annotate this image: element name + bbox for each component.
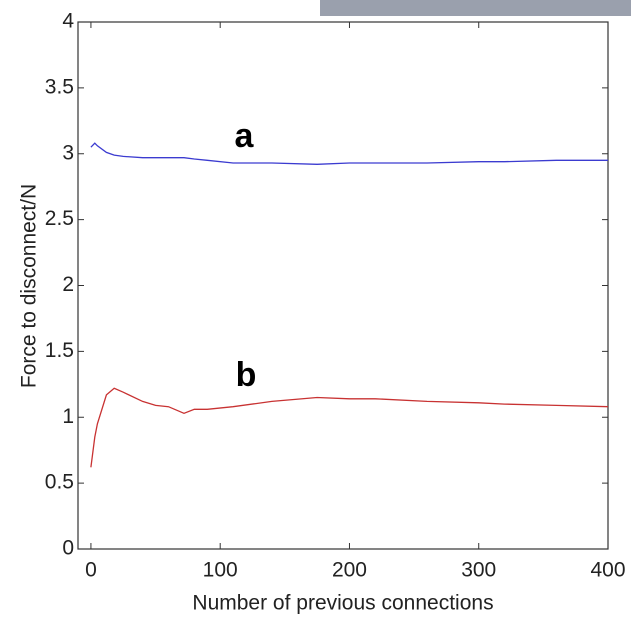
series-line — [90, 387, 609, 468]
y-tick-label: 1.5 — [45, 339, 74, 362]
y-axis-label: Force to disconnect/N — [18, 184, 41, 388]
x-tick-label: 400 — [590, 559, 625, 582]
series-line — [90, 142, 608, 165]
y-tick-label: 0.5 — [45, 471, 74, 494]
y-tick-label: 4 — [62, 10, 74, 33]
x-tick-label: 300 — [461, 559, 496, 582]
y-tick-label: 2 — [62, 273, 74, 296]
series-label: a — [235, 117, 255, 155]
x-tick-label: 0 — [85, 559, 97, 582]
y-tick-label: 1 — [62, 405, 74, 428]
y-tick-label: 0 — [62, 537, 74, 560]
background-image-fragment — [320, 0, 631, 16]
y-tick-label: 2.5 — [45, 207, 74, 230]
x-tick-label: 200 — [332, 559, 367, 582]
x-axis-label: Number of previous connections — [192, 592, 493, 615]
plot-frame — [77, 21, 609, 550]
y-tick-label: 3.5 — [45, 75, 74, 98]
y-tick-label: 3 — [62, 141, 74, 164]
series-label: b — [236, 356, 257, 394]
x-tick-label: 100 — [203, 559, 238, 582]
